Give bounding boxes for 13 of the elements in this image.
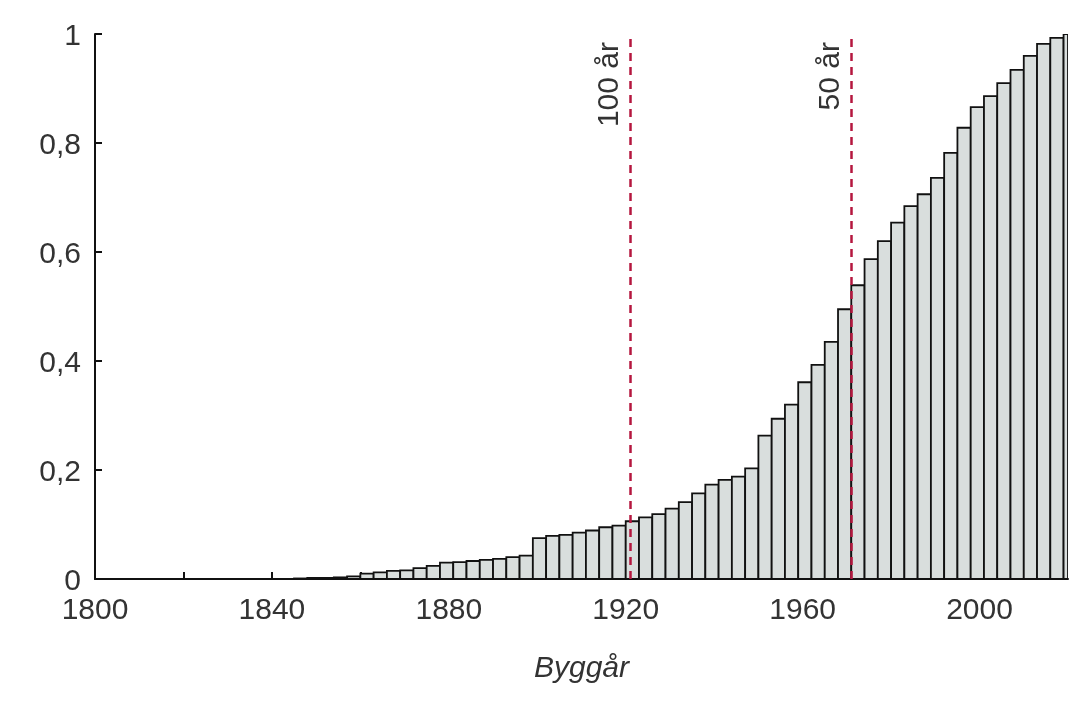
x-axis-title: Byggår	[533, 649, 631, 683]
y-tick-label: 0,8	[39, 126, 81, 160]
y-tick-label: 0,4	[39, 344, 81, 378]
y-tick-label: 0,2	[39, 453, 81, 487]
x-tick-label: 1920	[592, 591, 660, 625]
y-tick-label: 0,6	[39, 235, 81, 269]
x-tick-label: 1840	[238, 591, 306, 625]
y-tick-label: 1	[64, 17, 81, 51]
x-tick-label: 1880	[415, 591, 483, 625]
ref-line-label: 50 år	[811, 42, 845, 111]
x-tick-label: 2000	[946, 591, 1013, 625]
x-tick-label: 1960	[769, 591, 837, 625]
ref-line-label: 100 år	[590, 42, 624, 128]
